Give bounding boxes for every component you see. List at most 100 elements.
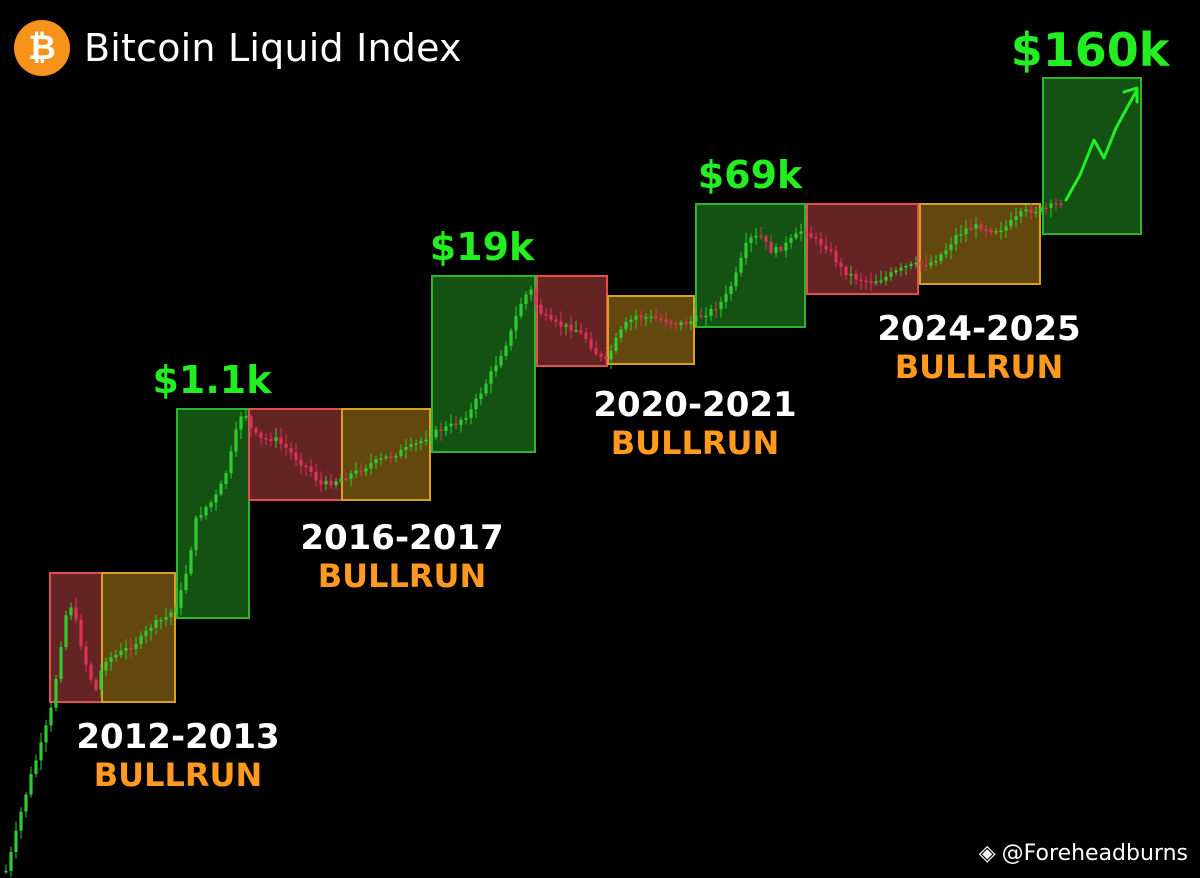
candle-body (94, 679, 98, 690)
candle-body (824, 245, 828, 250)
candle-95 (474, 393, 478, 418)
candle-body (1059, 203, 1063, 205)
candle-body (849, 274, 853, 276)
candle-60 (299, 452, 303, 475)
candle-173 (864, 276, 868, 290)
zone-bear-1 (49, 572, 103, 703)
candle-142 (709, 304, 713, 321)
candle-83 (414, 439, 418, 452)
candle-132 (659, 313, 663, 324)
candle-146 (729, 281, 733, 301)
candle-134 (669, 319, 673, 329)
candle-89 (444, 421, 448, 436)
candle-84 (419, 437, 423, 451)
candle-body (384, 456, 388, 459)
candle-136 (679, 320, 683, 331)
candle-24 (119, 642, 123, 659)
candle-body (499, 355, 503, 366)
candle-body (819, 238, 823, 246)
candle-body (614, 337, 618, 351)
candle-22 (109, 651, 113, 671)
candle-body (664, 319, 668, 323)
candle-5 (24, 791, 28, 818)
candle-body (74, 607, 78, 620)
candle-96 (479, 387, 483, 406)
candle-21 (104, 657, 108, 677)
candle-113 (564, 322, 568, 336)
candle-144 (719, 296, 723, 318)
candle-body (789, 238, 793, 243)
candle-30 (149, 623, 153, 641)
candle-17 (84, 641, 88, 673)
candle-119 (594, 340, 598, 357)
candle-body (234, 429, 238, 452)
candle-body (699, 315, 703, 317)
candle-body (249, 416, 253, 429)
candle-67 (334, 478, 338, 489)
candle-body (839, 262, 843, 267)
candle-body (694, 315, 698, 322)
candle-105 (524, 291, 528, 310)
cycle-labels: 2012-2013 BULLRUN 2016-2017 BULLRUN 2020… (76, 309, 1080, 794)
candle-120 (599, 351, 603, 362)
candle-body (939, 254, 943, 262)
candle-65 (324, 475, 328, 491)
candle-body (724, 293, 728, 302)
candle-body (674, 323, 678, 325)
candle-92 (459, 416, 463, 433)
candle-85 (424, 430, 428, 446)
candle-body (884, 276, 888, 281)
candle-body (214, 494, 218, 503)
candle-body (1054, 203, 1058, 205)
candle-116 (579, 323, 583, 336)
peak-label-2021: $69k (698, 153, 803, 197)
candle-128 (639, 310, 643, 326)
candle-151 (754, 228, 758, 245)
candle-body (174, 607, 178, 613)
candle-121 (604, 352, 608, 366)
candle-70 (349, 470, 353, 487)
candle-88 (439, 422, 443, 441)
candle-body (159, 619, 163, 622)
candle-body (84, 646, 88, 665)
candle-138 (689, 315, 693, 331)
candle-39 (194, 515, 198, 557)
candle-body (749, 237, 753, 243)
candle-186 (929, 255, 933, 269)
candle-body (464, 418, 468, 420)
candle-42 (209, 500, 213, 512)
candle-43 (214, 490, 218, 511)
candle-7 (34, 754, 38, 778)
candle-77 (384, 454, 388, 461)
candle-body (764, 236, 768, 242)
candle-body (654, 316, 658, 319)
candle-8 (39, 732, 43, 771)
candle-108 (539, 299, 543, 317)
candle-body (719, 302, 723, 310)
candle-78 (389, 450, 393, 464)
candle-86 (429, 428, 433, 445)
candle-181 (904, 263, 908, 275)
candle-62 (309, 459, 313, 477)
candle-162 (809, 225, 813, 240)
candle-54 (269, 432, 273, 447)
candle-body (309, 466, 313, 472)
candle-187 (934, 254, 938, 267)
candle-71 (354, 462, 358, 478)
candle-body (794, 233, 798, 239)
candle-body (374, 459, 378, 464)
candle-body (9, 852, 13, 871)
candle-204 (1019, 207, 1023, 224)
zone-accumulation-5 (341, 408, 431, 501)
candle-109 (544, 308, 548, 321)
candle-199 (994, 228, 998, 236)
candle-body (319, 480, 323, 485)
candle-body (4, 870, 8, 873)
candle-101 (504, 340, 508, 360)
candle-body (599, 354, 603, 357)
candle-195 (974, 217, 978, 239)
candle-body (579, 330, 583, 333)
candle-body (1004, 226, 1008, 231)
candle-64 (319, 471, 323, 493)
